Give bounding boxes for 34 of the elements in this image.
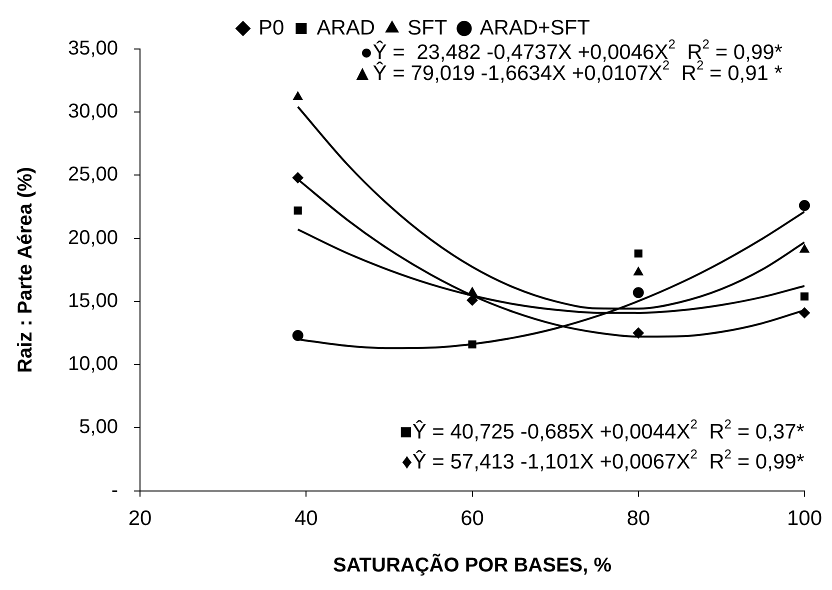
x-tick-label: 80 [626, 507, 650, 530]
point [800, 244, 810, 253]
point [468, 340, 476, 348]
point [798, 200, 810, 212]
x-tick-label: 20 [128, 507, 152, 530]
point [798, 307, 810, 318]
point [800, 292, 809, 300]
y-tick-label: - [111, 479, 118, 502]
point [293, 91, 303, 100]
y-tick-label: 10,00 [68, 353, 118, 376]
point [294, 206, 302, 215]
y-tick-label: 5,00 [79, 416, 118, 438]
legend-label: ARAD+SFT [480, 16, 590, 40]
y-tick-label: 15,00 [68, 290, 118, 312]
y-tick-label: 30,00 [68, 100, 118, 123]
y-tick-label: 35,00 [68, 38, 118, 60]
y-tick-label: 20,00 [68, 226, 118, 249]
point [634, 266, 644, 276]
x-tick-label: 40 [294, 507, 318, 530]
legend-label: ARAD [316, 16, 376, 40]
point [292, 330, 304, 342]
point [632, 328, 644, 339]
y-axis-title: Raiz : Parte Aérea (%) [14, 166, 37, 373]
legend-label: SFT [408, 16, 448, 40]
point [632, 287, 644, 298]
point [467, 287, 478, 296]
point [634, 249, 642, 258]
x-axis-title: SATURAÇÃO POR BASES, % [332, 554, 612, 577]
y-tick-label: 25,00 [68, 164, 118, 186]
x-tick-label: 100 [786, 507, 822, 530]
point [292, 172, 304, 184]
point [466, 294, 478, 306]
legend-label: P0 [258, 16, 284, 40]
x-tick-label: 60 [460, 507, 484, 530]
